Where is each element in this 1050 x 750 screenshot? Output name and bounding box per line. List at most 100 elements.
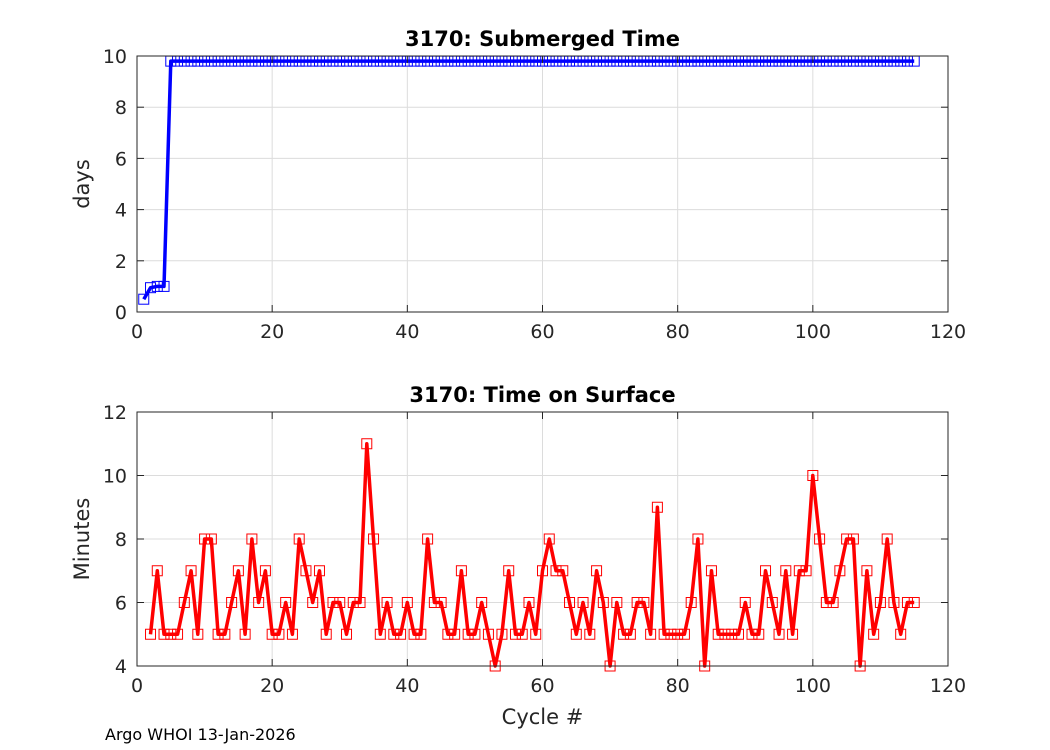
y-tick-label: 4 <box>115 200 127 222</box>
data-point <box>591 565 603 577</box>
data-point <box>327 597 339 608</box>
data-point <box>597 597 609 608</box>
data-point <box>618 628 630 640</box>
data-point <box>138 293 150 305</box>
data-point <box>543 533 555 545</box>
data-point <box>814 533 826 545</box>
data-point <box>442 628 454 640</box>
x-axis-label: Cycle # <box>502 705 584 729</box>
data-point <box>726 628 738 640</box>
data-point <box>482 628 494 640</box>
y-tick-label: 8 <box>115 97 127 119</box>
data-point <box>449 628 461 640</box>
data-point <box>631 597 643 608</box>
data-point <box>577 597 589 608</box>
data-point <box>226 597 238 608</box>
x-tick-label: 20 <box>260 321 284 343</box>
data-point <box>313 565 325 577</box>
data-point <box>651 501 663 513</box>
data-point <box>435 597 447 608</box>
data-point <box>178 597 190 608</box>
chart-title: 3170: Submerged Time <box>405 27 680 51</box>
data-point <box>564 597 576 608</box>
series-line <box>148 442 915 668</box>
data-point <box>253 597 265 608</box>
data-point <box>158 280 170 292</box>
y-tick-label: 12 <box>103 402 127 424</box>
x-tick-label: 60 <box>530 675 554 697</box>
data-point <box>557 565 569 577</box>
data-point <box>395 628 407 640</box>
x-tick-label: 120 <box>930 675 966 697</box>
data-point <box>415 628 427 640</box>
data-point <box>874 597 886 608</box>
surface-time-chart: 0 20 40 60 80 100 120 4 6 8 10 12 3170: Time on Surf… <box>70 383 966 729</box>
data-point <box>516 628 528 640</box>
data-point <box>408 628 420 640</box>
y-axis-label: days <box>70 159 94 209</box>
data-point <box>455 565 467 577</box>
data-point <box>293 533 305 545</box>
data-point <box>712 628 724 640</box>
y-tick-label: 6 <box>115 148 127 170</box>
y-tick-label: 0 <box>115 302 127 324</box>
data-point <box>388 628 400 640</box>
x-tick-label: 100 <box>795 321 831 343</box>
x-tick-label: 0 <box>131 321 143 343</box>
data-point <box>523 597 535 608</box>
data-point <box>476 597 488 608</box>
data-point <box>732 628 744 640</box>
data-point <box>509 628 521 640</box>
data-point <box>422 533 434 545</box>
data-point <box>645 628 657 640</box>
data-point <box>807 470 819 481</box>
data-point <box>719 628 731 640</box>
y-tick-label: 6 <box>115 593 127 615</box>
data-point <box>239 628 251 640</box>
data-point <box>901 597 913 608</box>
x-tick-label: 100 <box>795 675 831 697</box>
data-point <box>259 565 271 577</box>
data-point <box>368 533 380 545</box>
data-point <box>496 628 508 640</box>
data-point <box>354 597 366 608</box>
x-tick-label: 60 <box>530 321 554 343</box>
data-point <box>705 565 717 577</box>
x-tick-label: 80 <box>666 675 690 697</box>
submerged-time-chart: 0 20 40 60 80 100 120 0 2 4 6 8 10 3170: Submerged Ti… <box>70 27 966 343</box>
data-point <box>172 628 184 640</box>
y-tick-label: 10 <box>103 466 127 488</box>
data-point <box>266 628 278 640</box>
data-point <box>827 597 839 608</box>
data-point <box>820 597 832 608</box>
data-point <box>868 628 880 640</box>
data-point <box>145 628 157 640</box>
data-point <box>766 597 778 608</box>
data-point <box>341 628 353 640</box>
data-point <box>780 565 792 577</box>
data-point <box>374 628 386 640</box>
y-tick-label: 10 <box>103 46 127 68</box>
data-point <box>185 565 197 577</box>
data-point <box>739 597 751 608</box>
x-tick-label: 20 <box>260 675 284 697</box>
data-point <box>158 628 170 640</box>
data-point <box>793 565 805 577</box>
data-point <box>665 628 677 640</box>
data-point <box>232 565 244 577</box>
data-point <box>300 565 312 577</box>
data-point <box>401 597 413 608</box>
data-point <box>753 628 765 640</box>
x-tick-label: 40 <box>395 321 419 343</box>
x-tick-label: 40 <box>395 675 419 697</box>
data-point <box>212 628 224 640</box>
data-point <box>908 597 920 608</box>
data-point <box>219 628 231 640</box>
data-point <box>658 628 670 640</box>
data-point <box>834 565 846 577</box>
data-point <box>611 597 623 608</box>
y-tick-label: 8 <box>115 529 127 551</box>
data-point <box>199 533 211 545</box>
data-point <box>246 533 258 545</box>
data-point <box>462 628 474 640</box>
